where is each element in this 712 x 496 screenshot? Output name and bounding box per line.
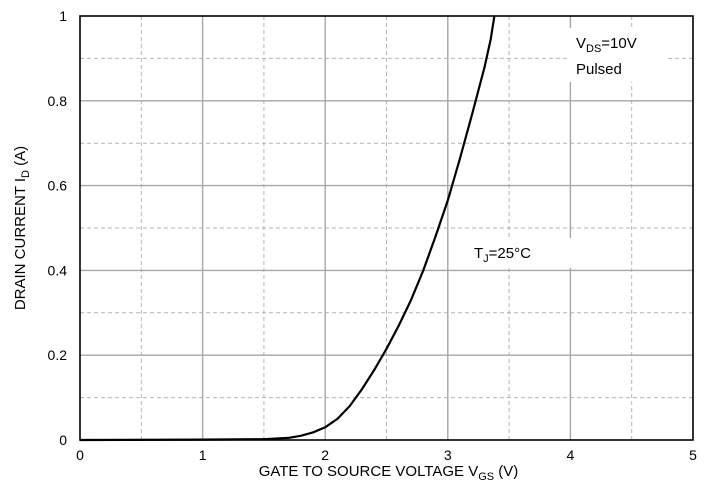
annotation-background [568,28,666,82]
x-tick-label: 1 [199,447,207,463]
x-axis-label: GATE TO SOURCE VOLTAGE VGS (V) [259,463,519,483]
x-axis-label-main: GATE TO SOURCE VOLTAGE V [259,463,479,480]
y-tick-label: 0.8 [48,93,68,109]
x-tick-label: 5 [689,447,697,463]
annotation-vds-sub: DS [586,43,601,55]
annotation-tj-rest: =25°C [489,245,531,262]
y-tick-label: 0.4 [48,262,68,278]
y-axis-label-sub: D [20,170,32,178]
y-tick-label: 0.2 [48,347,68,363]
y-axis-label-main: DRAIN CURRENT I [12,178,29,310]
annotation-vds-rest: =10V [601,35,636,52]
x-tick-label: 0 [76,447,84,463]
y-tick-label: 0 [59,432,67,448]
annotation-vds: VDS=10V [576,35,637,55]
annotation-tj-main: T [474,245,483,262]
x-tick-label: 3 [444,447,452,463]
y-axis-label-unit: (A) [12,146,29,170]
x-tick-label: 2 [321,447,329,463]
grid-layer [80,16,693,440]
annotation-tj: TJ=25°C [474,245,531,265]
annotation-pulsed: Pulsed [576,61,622,78]
annotation-tj-sub: J [483,253,489,265]
y-tick-label: 0.6 [48,178,68,194]
y-axis-label: DRAIN CURRENT ID (A) [12,146,32,310]
annotation-background [468,238,572,268]
series-line [79,15,496,442]
annotation-vds-main: V [576,35,586,52]
y-tick-label: 1 [59,8,67,24]
x-axis-label-unit: (V) [494,463,518,480]
plot-frame [79,15,694,441]
x-tick-label: 4 [567,447,575,463]
x-axis-label-sub: GS [478,471,494,483]
tick-labels: 0 1 2 3 4 5 0 0.2 0.4 0.6 0.8 1 [48,8,698,463]
